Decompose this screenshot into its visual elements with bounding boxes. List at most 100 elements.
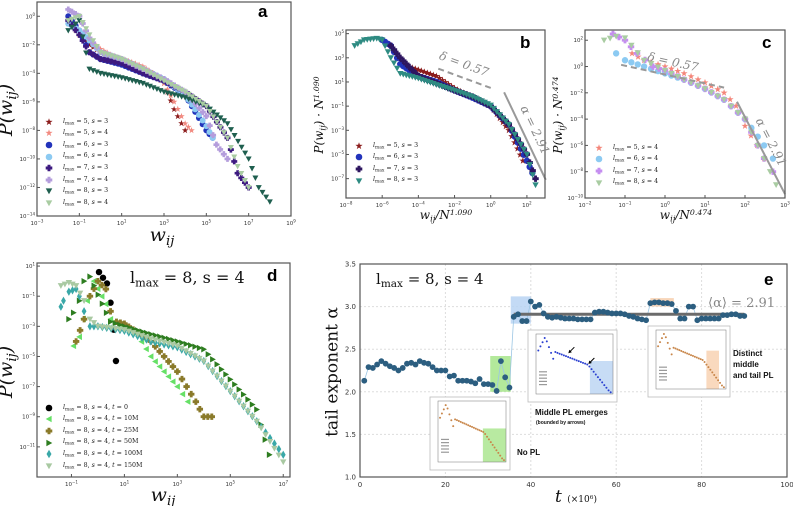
data-point [192, 96, 199, 103]
legend-marker-plus [45, 427, 53, 435]
legend-marker-plus [45, 176, 53, 184]
data-point [505, 121, 513, 128]
alpha-data-point [690, 303, 696, 310]
panel-c: 10−2 10−1 100 101 102 103 102 100 10−2 10−4 10−6 10… [568, 29, 790, 209]
legend-entry: lmax = 6, s = 4 [594, 154, 658, 166]
data-point [101, 56, 108, 63]
data-point [178, 119, 185, 127]
y-tick-label: 10−4 [570, 115, 583, 124]
data-point [125, 63, 132, 70]
inset-point [442, 408, 445, 411]
panel-e-annotation: lmax = 8, s = 4 [376, 270, 484, 291]
data-point [107, 308, 114, 315]
data-point [217, 124, 224, 131]
legend-label: lmax = 7, s = 4 [613, 166, 659, 176]
data-point [82, 38, 90, 45]
data-point [634, 50, 641, 57]
y-tick-label: 101 [334, 77, 344, 86]
inset-point [569, 356, 572, 359]
inset-point [491, 443, 494, 446]
alpha-data-point [660, 300, 667, 307]
inset-highlight [706, 350, 719, 389]
data-point [72, 283, 80, 289]
legend-label: lmax = 5, s = 4 [63, 129, 109, 138]
data-point [136, 68, 143, 75]
data-point [196, 406, 204, 413]
legend-marker-circle [595, 156, 603, 163]
legend-entry: lmax = 6, s = 3 [44, 139, 108, 151]
data-point [240, 391, 247, 398]
data-point [61, 296, 66, 305]
x-tick-label: 10−3 [31, 219, 44, 228]
data-point [203, 113, 210, 120]
data-point [174, 368, 181, 375]
inset-point [678, 349, 681, 352]
data-point [76, 18, 83, 24]
data-point [393, 65, 401, 72]
inset-point [690, 354, 692, 357]
alpha-data-point [506, 384, 513, 391]
data-point [68, 16, 75, 23]
data-point [188, 126, 195, 134]
inset-point [666, 341, 669, 344]
panel-a-y-axis-label: P(wij) [0, 84, 20, 137]
data-point [661, 62, 669, 70]
inset-point [682, 350, 685, 353]
inset-point [688, 353, 691, 356]
alpha-data-point [643, 317, 649, 324]
data-point [94, 277, 102, 285]
legend-label: lmax = 5, s = 3 [63, 117, 109, 126]
data-point [169, 378, 176, 385]
data-point [174, 105, 182, 112]
legend-marker [355, 177, 363, 184]
legend-marker [45, 118, 53, 125]
legend-marker-plus [355, 165, 363, 173]
note-line: middle [733, 360, 759, 369]
inset-point [672, 346, 675, 349]
alpha-data-point [651, 299, 658, 306]
data-point [727, 103, 735, 110]
inset-point [691, 354, 694, 357]
data-point [132, 63, 139, 69]
data-point [628, 59, 635, 66]
series-a-7 [65, 13, 252, 191]
alpha-data-point [425, 360, 432, 367]
data-point [81, 277, 88, 285]
panel-e-x-axis-label: t (×106) [555, 489, 597, 506]
data-point [517, 141, 525, 148]
alpha-data-point [412, 361, 419, 368]
alpha-data-point [587, 316, 594, 323]
data-point [217, 146, 224, 153]
inset-point [467, 424, 470, 427]
inset-point [448, 413, 451, 416]
legend-marker [595, 144, 603, 151]
legend-entry: lmax = 8, s = 3 [354, 175, 418, 187]
legend-entry: lmax = 7, s = 3 [354, 163, 418, 175]
inset-point [545, 340, 548, 343]
data-point [381, 43, 389, 50]
data-point [94, 285, 101, 292]
legend-label: lmax = 8, s = 4 [63, 198, 109, 208]
data-point [417, 67, 425, 74]
data-point [205, 363, 212, 370]
data-point [174, 338, 181, 345]
data-point [206, 122, 213, 129]
data-point [526, 162, 533, 168]
data-point [224, 155, 231, 162]
data-point [600, 37, 608, 44]
data-point [213, 373, 221, 380]
data-point [236, 386, 243, 393]
alpha-data-point [438, 367, 445, 374]
data-point [103, 280, 111, 287]
data-point [647, 61, 655, 67]
legend-label: lmax = 8, s = 4, t = 150M [63, 461, 143, 470]
data-point [87, 322, 93, 331]
inset-point [550, 351, 553, 354]
alpha-data-point [702, 315, 709, 322]
data-point [65, 28, 72, 34]
data-point [65, 280, 73, 286]
data-point [76, 327, 84, 334]
alpha-data-point [737, 313, 743, 319]
panel-b-x-axis-label: wij/N1.090 [419, 207, 473, 224]
data-point [86, 293, 94, 300]
